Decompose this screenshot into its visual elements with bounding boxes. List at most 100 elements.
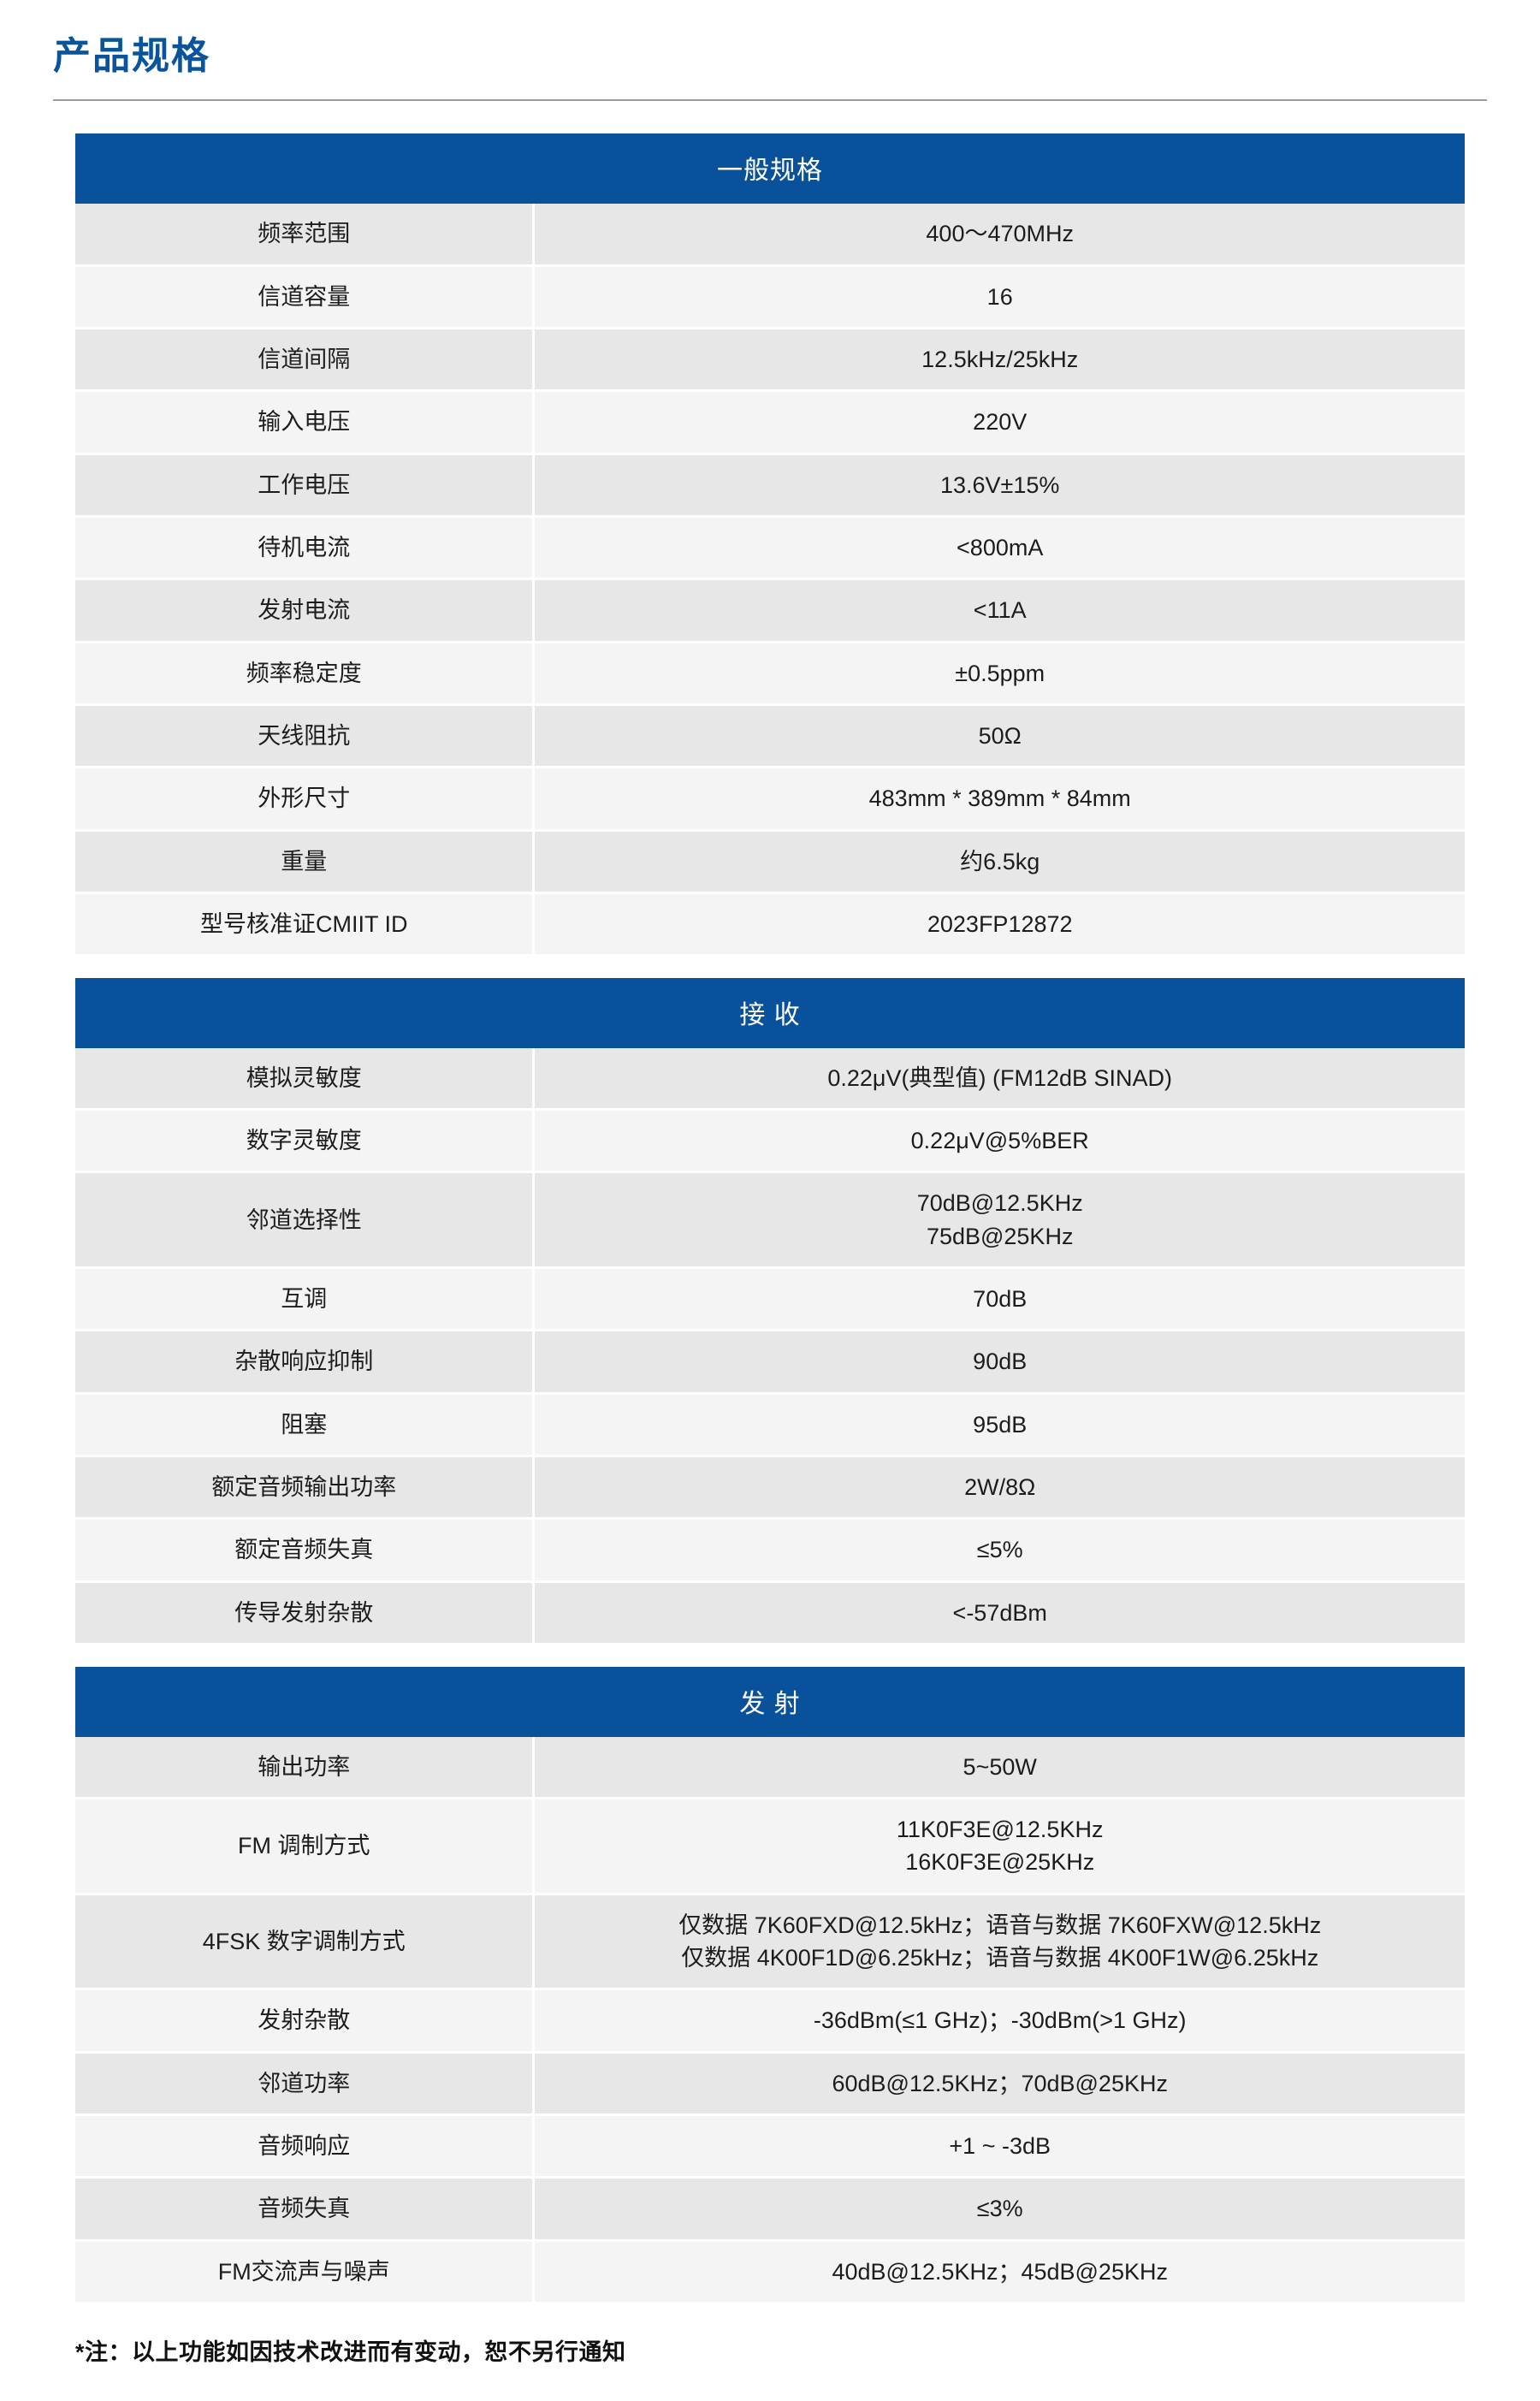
table-row: 输出功率 5~50W [75, 1736, 1465, 1799]
section-header-row: 一般规格 [75, 133, 1465, 205]
spec-label: 频率范围 [75, 204, 536, 267]
spec-label: 4FSK 数字调制方式 [75, 1894, 536, 1991]
spec-table: 一般规格 频率范围 400～470MHz 信道容量 16 信道间隔 12.5kHz/25kH… [75, 133, 1465, 978]
spec-value-line: 仅数据 4K00F1D@6.25kHz；语音与数据 4K00F1W@6.25kH… [681, 1944, 1319, 1971]
section-gap [75, 1644, 1465, 1667]
spec-value: 0.22μV(典型值) (FM12dB SINAD) [533, 1047, 1465, 1112]
spec-value: 0.22μV@5%BER [533, 1109, 1465, 1174]
table-row: 频率稳定度 ±0.5ppm [75, 642, 1465, 707]
spec-value: 仅数据 7K60FXD@12.5kHz；语音与数据 7K60FXW@12.5kH… [533, 1894, 1465, 1991]
section-header-title: 一般规格 [75, 133, 1465, 205]
table-row: 发射杂散 -36dBm(≤1 GHz)；-30dBm(>1 GHz) [75, 1989, 1465, 2054]
spec-label: 阻塞 [75, 1393, 536, 1458]
spec-value: 40dB@12.5KHz；45dB@25KHz [533, 2240, 1465, 2304]
spec-label: 待机电流 [75, 516, 536, 581]
table-row: 杂散响应抑制 90dB [75, 1330, 1465, 1395]
table-row: 邻道选择性 70dB@12.5KHz 75dB@25KHz [75, 1171, 1465, 1270]
spec-value: 70dB@12.5KHz 75dB@25KHz [533, 1171, 1465, 1270]
spec-value: 12.5kHz/25kHz [533, 328, 1465, 393]
spec-label: 频率稳定度 [75, 642, 536, 707]
section-header-row: 接 收 [75, 977, 1465, 1048]
title-area: 产品规格 [0, 0, 1540, 77]
spec-label: 邻道功率 [75, 2052, 536, 2116]
spec-value: 5~50W [533, 1736, 1465, 1799]
section-gap-cell [75, 1644, 1465, 1667]
spec-value: 483mm * 389mm * 84mm [533, 767, 1465, 832]
spec-value: 400～470MHz [533, 204, 1465, 267]
spec-value: 13.6V±15% [533, 454, 1465, 519]
spec-table: 发 射输出功率 5~50W FM 调制方式 11K0F3E@12.5KHz 16K0F3… [75, 1666, 1465, 2304]
spec-label: 数字灵敏度 [75, 1109, 536, 1174]
table-row: 频率范围 400～470MHz [75, 204, 1465, 267]
spec-value: <800mA [533, 516, 1465, 581]
spec-label: 邻道选择性 [75, 1171, 536, 1270]
spec-label: 重量 [75, 830, 536, 895]
spec-value: 60dB@12.5KHz；70dB@25KHz [533, 2052, 1465, 2116]
spec-label: 工作电压 [75, 454, 536, 519]
spec-label: 互调 [75, 1267, 536, 1332]
title-divider [53, 99, 1487, 102]
section-header-row: 发 射 [75, 1666, 1465, 1737]
spec-tables-container: 一般规格 频率范围 400～470MHz 信道容量 16 信道间隔 12.5kHz/25kH… [0, 133, 1540, 2304]
page-title: 产品规格 [53, 35, 210, 77]
spec-value: 95dB [533, 1393, 1465, 1458]
section-gap [75, 955, 1465, 978]
table-row: 音频响应 +1 ~ -3dB [75, 2114, 1465, 2179]
spec-value: 70dB [533, 1267, 1465, 1332]
spec-value: 50Ω [533, 704, 1465, 769]
spec-value-line: 75dB@25KHz [926, 1223, 1074, 1249]
table-row: 信道容量 16 [75, 265, 1465, 330]
spec-value: +1 ~ -3dB [533, 2114, 1465, 2179]
table-row: 待机电流 <800mA [75, 516, 1465, 581]
spec-value-line: 16K0F3E@25KHz [905, 1849, 1095, 1876]
table-row: 额定音频失真 ≤5% [75, 1518, 1465, 1583]
table-row: 天线阻抗 50Ω [75, 704, 1465, 769]
table-row: 输入电压 220V [75, 390, 1465, 455]
spec-label: 外形尺寸 [75, 767, 536, 832]
spec-value: 2W/8Ω [533, 1455, 1465, 1521]
table-row: FM 调制方式 11K0F3E@12.5KHz 16K0F3E@25KHz [75, 1798, 1465, 1895]
section-header-title: 发 射 [75, 1666, 1465, 1737]
spec-label: 额定音频输出功率 [75, 1455, 536, 1521]
spec-value-line: 仅数据 7K60FXD@12.5kHz；语音与数据 7K60FXW@12.5kH… [678, 1912, 1322, 1938]
table-row: 阻塞 95dB [75, 1393, 1465, 1458]
spec-label: 额定音频失真 [75, 1518, 536, 1583]
spec-label: 模拟灵敏度 [75, 1047, 536, 1112]
section-header-title: 接 收 [75, 977, 1465, 1048]
spec-value: 220V [533, 390, 1465, 455]
spec-value: ±0.5ppm [533, 642, 1465, 707]
spec-label: 传导发射杂散 [75, 1581, 536, 1646]
table-row: 邻道功率 60dB@12.5KHz；70dB@25KHz [75, 2052, 1465, 2116]
spec-value: 2023FP12872 [533, 892, 1465, 957]
spec-label: 信道容量 [75, 265, 536, 330]
spec-label: 型号核准证CMIIT ID [75, 892, 536, 957]
table-row: 工作电压 13.6V±15% [75, 454, 1465, 519]
spec-label: 输出功率 [75, 1736, 536, 1799]
footnote: *注：以上功能如因技术改进而有变动，恕不另行通知 [75, 2339, 626, 2365]
spec-value: 约6.5kg [533, 830, 1465, 895]
section-gap-cell [75, 955, 1465, 978]
spec-label: 发射电流 [75, 578, 536, 643]
table-row: 模拟灵敏度 0.22μV(典型值) (FM12dB SINAD) [75, 1047, 1465, 1112]
table-row: FM交流声与噪声 40dB@12.5KHz；45dB@25KHz [75, 2240, 1465, 2304]
spec-label: FM 调制方式 [75, 1798, 536, 1895]
spec-table: 接 收模拟灵敏度 0.22μV(典型值) (FM12dB SINAD) 数字灵敏度 0… [75, 977, 1465, 1667]
spec-label: 信道间隔 [75, 328, 536, 393]
table-row: 传导发射杂散 <-57dBm [75, 1581, 1465, 1646]
spec-label: 音频响应 [75, 2114, 536, 2179]
spec-value: ≤3% [533, 2177, 1465, 2242]
spec-value: 16 [533, 265, 1465, 330]
spec-value-line: 70dB@12.5KHz [916, 1190, 1083, 1217]
table-row: 型号核准证CMIIT ID 2023FP12872 [75, 892, 1465, 957]
table-row: 发射电流 <11A [75, 578, 1465, 643]
spec-value-line: 11K0F3E@12.5KHz [896, 1816, 1104, 1842]
table-row: 重量 约6.5kg [75, 830, 1465, 895]
table-row: 额定音频输出功率 2W/8Ω [75, 1455, 1465, 1521]
spec-label: 天线阻抗 [75, 704, 536, 769]
spec-value: ≤5% [533, 1518, 1465, 1583]
spec-value: -36dBm(≤1 GHz)；-30dBm(>1 GHz) [533, 1989, 1465, 2054]
table-row: 互调 70dB [75, 1267, 1465, 1332]
table-row: 数字灵敏度 0.22μV@5%BER [75, 1109, 1465, 1174]
table-row: 4FSK 数字调制方式 仅数据 7K60FXD@12.5kHz；语音与数据 7K6… [75, 1894, 1465, 1991]
